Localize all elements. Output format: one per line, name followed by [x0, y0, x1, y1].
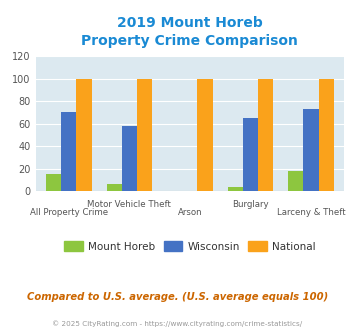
Bar: [61, 113, 76, 191]
Bar: [228, 187, 243, 191]
Bar: [243, 118, 258, 191]
Text: Burglary: Burglary: [232, 200, 269, 209]
Bar: [76, 79, 92, 191]
Bar: [106, 183, 122, 191]
Text: Arson: Arson: [178, 208, 202, 216]
Text: Compared to U.S. average. (U.S. average equals 100): Compared to U.S. average. (U.S. average …: [27, 292, 328, 302]
Bar: [304, 109, 319, 191]
Bar: [258, 79, 273, 191]
Bar: [46, 175, 61, 191]
Bar: [319, 79, 334, 191]
Bar: [197, 79, 213, 191]
Bar: [122, 126, 137, 191]
Title: 2019 Mount Horeb
Property Crime Comparison: 2019 Mount Horeb Property Crime Comparis…: [82, 16, 298, 48]
Bar: [137, 79, 152, 191]
Legend: Mount Horeb, Wisconsin, National: Mount Horeb, Wisconsin, National: [60, 237, 320, 256]
Text: Larceny & Theft: Larceny & Theft: [277, 208, 345, 216]
Text: All Property Crime: All Property Crime: [30, 208, 108, 216]
Text: Motor Vehicle Theft: Motor Vehicle Theft: [87, 200, 171, 209]
Text: © 2025 CityRating.com - https://www.cityrating.com/crime-statistics/: © 2025 CityRating.com - https://www.city…: [53, 320, 302, 327]
Bar: [288, 171, 304, 191]
